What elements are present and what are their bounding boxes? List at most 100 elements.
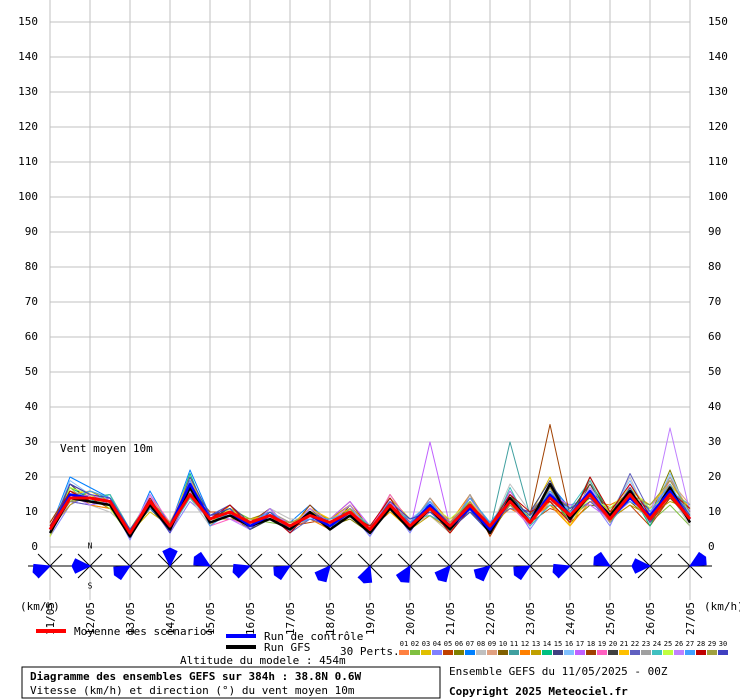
x-tick-label: 13/05 — [124, 602, 137, 635]
legend-label: 22 — [631, 640, 639, 648]
y-tick-label: 60 — [708, 330, 721, 343]
y-tick-label: 150 — [18, 15, 38, 28]
legend-swatch — [432, 650, 442, 655]
wind-rose — [314, 565, 331, 583]
legend-label: 25 — [664, 640, 672, 648]
y-tick-label: 60 — [25, 330, 38, 343]
wind-rose — [273, 565, 291, 581]
wind-rose — [552, 563, 572, 579]
legend-label: 24 — [653, 640, 661, 648]
legend-label: 01 — [400, 640, 408, 648]
y-tick-label: 50 — [25, 365, 38, 378]
legend-swatch — [608, 650, 618, 655]
legend-swatch — [443, 650, 453, 655]
legend-label: 03 — [422, 640, 430, 648]
title-box — [21, 666, 441, 699]
x-tick-label: 20/05 — [404, 602, 417, 635]
legend-swatch — [674, 650, 684, 655]
legend-label: 29 — [708, 640, 716, 648]
legend-swatch — [641, 650, 651, 655]
chart-subtitle: Vitesse (km/h) et direction (°) du vent … — [30, 684, 355, 697]
wind-rose — [32, 563, 52, 579]
y-tick-label: 20 — [25, 470, 38, 483]
y-tick-label: 100 — [708, 190, 728, 203]
legend-label: 05 — [444, 640, 452, 648]
wind-rose — [689, 551, 707, 567]
altitude: Altitude du modele : 454m — [180, 654, 346, 667]
legend-label: 09 — [488, 640, 496, 648]
legend-swatch — [531, 650, 541, 655]
wind-rose — [593, 551, 611, 567]
y-axis-label: (km/h) — [20, 600, 60, 613]
run-info: Ensemble GEFS du 11/05/2025 - 00Z — [449, 665, 668, 678]
perturbations-label: 30 Perts. — [340, 645, 400, 658]
y-tick-label: 90 — [25, 225, 38, 238]
wind-rose — [631, 558, 652, 574]
x-tick-label: 16/05 — [244, 602, 257, 635]
legend-label: 27 — [686, 640, 694, 648]
y-tick-label: 150 — [708, 15, 728, 28]
y-tick-label: 140 — [708, 50, 728, 63]
legend-label: 07 — [466, 640, 474, 648]
legend-swatch — [465, 650, 475, 655]
x-tick-label: 25/05 — [604, 602, 617, 635]
legend-label: Moyenne des scénarios — [74, 625, 213, 638]
y-tick-label: 40 — [708, 400, 721, 413]
y-tick-label: 20 — [708, 470, 721, 483]
x-tick-label: 17/05 — [284, 602, 297, 635]
compass-label: N — [88, 542, 93, 551]
legend-swatch — [586, 650, 596, 655]
legend-swatch — [597, 650, 607, 655]
x-tick-label: 11/05 — [44, 602, 57, 635]
legend-label: 23 — [642, 640, 650, 648]
legend-swatch — [498, 650, 508, 655]
legend-swatch — [630, 650, 640, 655]
wind-rose — [193, 551, 211, 567]
legend-label: 21 — [620, 640, 628, 648]
legend-swatch — [663, 650, 673, 655]
legend-label: 11 — [510, 640, 518, 648]
y-tick-label: 70 — [708, 295, 721, 308]
legend-swatch — [399, 650, 409, 655]
legend-label: 06 — [455, 640, 463, 648]
legend-label: 02 — [411, 640, 419, 648]
legend-swatch — [520, 650, 530, 655]
y-tick-label: 130 — [708, 85, 728, 98]
wind-rose — [395, 565, 411, 583]
legend-swatch — [696, 650, 706, 655]
x-tick-label: 22/05 — [484, 602, 497, 635]
y-tick-label: 110 — [18, 155, 38, 168]
compass-label: S — [88, 582, 93, 591]
y-tick-label: 80 — [708, 260, 721, 273]
wind-rose — [113, 565, 131, 581]
wind-rose — [357, 564, 373, 584]
wind-rose — [162, 547, 178, 568]
legend-swatch — [718, 650, 728, 655]
y-tick-label: 130 — [18, 85, 38, 98]
y-tick-label: 80 — [25, 260, 38, 273]
legend-label: 10 — [499, 640, 507, 648]
x-tick-label: 21/05 — [444, 602, 457, 635]
y-tick-label: 110 — [708, 155, 728, 168]
y-tick-label: 120 — [708, 120, 728, 133]
legend-label: 13 — [532, 640, 540, 648]
y-tick-label: 0 — [31, 540, 38, 553]
legend-label: 15 — [554, 640, 562, 648]
legend-label: 18 — [587, 640, 595, 648]
series-line — [48, 493, 692, 535]
legend-swatch — [619, 650, 629, 655]
legend-swatch — [509, 650, 519, 655]
copyright: Copyright 2025 Meteociel.fr — [449, 685, 628, 698]
legend-label: Run GFS — [264, 641, 310, 654]
legend-swatch — [575, 650, 585, 655]
wind-rose — [434, 565, 451, 583]
x-tick-label: 23/05 — [524, 602, 537, 635]
legend-label: 04 — [433, 640, 441, 648]
x-tick-label: 26/05 — [644, 602, 657, 635]
legend-swatch — [685, 650, 695, 655]
x-tick-label: 27/05 — [684, 602, 697, 635]
legend-swatch — [487, 650, 497, 655]
y-tick-label: 70 — [25, 295, 38, 308]
